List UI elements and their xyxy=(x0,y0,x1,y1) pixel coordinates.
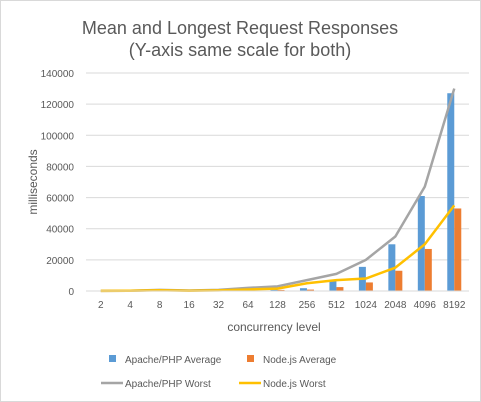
bar xyxy=(329,280,337,291)
legend-label: Node.js Average xyxy=(263,355,337,366)
x-tick-label: 2 xyxy=(98,300,104,311)
legend-label: Apache/PHP Average xyxy=(125,355,222,366)
legend-item: Apache/PHP Worst xyxy=(101,379,211,390)
y-axis-ticks: 0 20000 40000 60000 80000 100000 120000 140000 xyxy=(41,69,75,298)
x-tick-label: 8 xyxy=(157,300,163,311)
x-tick-label: 4 xyxy=(127,300,133,311)
legend-item: Node.js Worst xyxy=(239,379,326,390)
y-tick-label: 20000 xyxy=(46,256,74,267)
x-tick-label: 128 xyxy=(269,300,286,311)
y-tick-label: 100000 xyxy=(41,131,75,142)
legend: Apache/PHP Average Node.js Average Apache/… xyxy=(101,355,337,390)
x-axis-title: concurrency level xyxy=(227,320,320,334)
x-tick-label: 512 xyxy=(328,300,345,311)
bar xyxy=(447,93,455,291)
lines xyxy=(100,88,456,293)
x-tick-label: 1024 xyxy=(355,300,378,311)
bar xyxy=(424,248,432,291)
series-line xyxy=(100,204,456,293)
bar xyxy=(454,208,462,291)
legend-swatch xyxy=(247,355,254,362)
chart-title: Mean and Longest Request Responses xyxy=(82,18,398,38)
x-tick-label: 32 xyxy=(213,300,225,311)
legend-item: Node.js Average xyxy=(247,355,337,366)
legend-label: Apache/PHP Worst xyxy=(125,379,211,390)
x-tick-label: 8192 xyxy=(443,300,466,311)
legend-swatch xyxy=(109,355,116,362)
x-tick-label: 256 xyxy=(299,300,316,311)
bar xyxy=(306,289,314,291)
x-tick-label: 2048 xyxy=(384,300,407,311)
y-tick-label: 40000 xyxy=(46,225,74,236)
bar xyxy=(395,270,403,291)
legend-label: Node.js Worst xyxy=(263,379,326,390)
y-tick-label: 80000 xyxy=(46,162,74,173)
y-tick-label: 120000 xyxy=(41,100,75,111)
bar xyxy=(299,288,307,291)
x-tick-label: 16 xyxy=(184,300,196,311)
chart-subtitle: (Y-axis same scale for both) xyxy=(129,40,351,60)
x-axis-ticks: 2 4 8 16 32 64 128 256 512 1024 2048 4096 8192 xyxy=(98,300,466,311)
y-axis-title: milliseconds xyxy=(26,149,40,214)
bar xyxy=(336,287,344,291)
x-tick-label: 64 xyxy=(242,300,254,311)
series-line xyxy=(100,88,456,293)
bars xyxy=(93,93,462,291)
x-tick-label: 4096 xyxy=(414,300,437,311)
bar xyxy=(365,282,373,291)
bar xyxy=(417,196,425,291)
y-tick-label: 0 xyxy=(68,287,74,298)
legend-item: Apache/PHP Average xyxy=(109,355,222,366)
y-tick-label: 60000 xyxy=(46,194,74,205)
y-tick-label: 140000 xyxy=(41,69,75,80)
gridlines xyxy=(86,72,469,261)
bar xyxy=(277,289,285,291)
bar xyxy=(270,289,278,291)
